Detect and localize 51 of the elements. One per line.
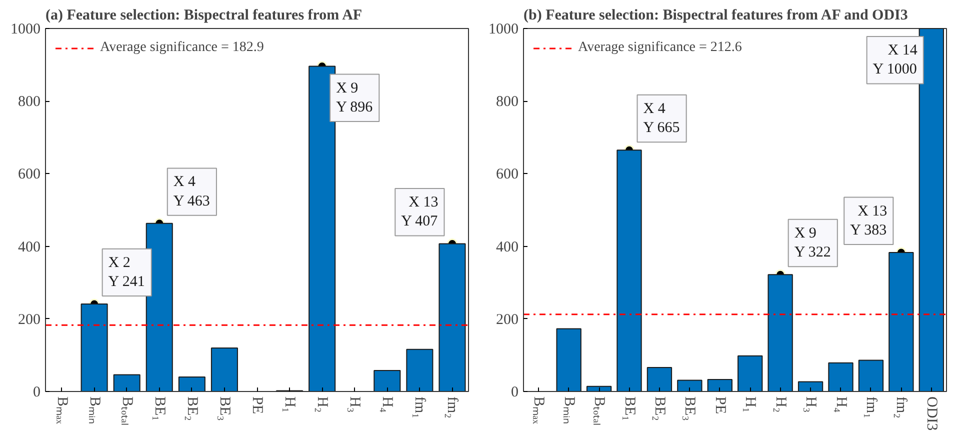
annotation: X 4 Y 665	[643, 100, 680, 136]
x-tick-label: BE₂	[651, 396, 668, 421]
x-tick-label: fm₁	[862, 396, 879, 418]
y-tick-label: 400	[18, 239, 40, 256]
x-tick-label: Bₜₒₜₐₗ	[591, 396, 608, 426]
chart-title: (b) Feature selection: Bispectral features from AF and ODI3	[524, 8, 908, 24]
legend-label: Average significance = 182.9	[100, 40, 264, 56]
x-tick-label: Bₜₒₜₐₗ	[118, 396, 135, 426]
x-tick-label: Bₘₐₓ	[530, 396, 547, 425]
x-tick-label: H₃	[802, 396, 819, 413]
x-tick-label: ODI3	[923, 396, 940, 431]
y-tick-label: 200	[496, 312, 518, 328]
y-tick-label: 0	[33, 384, 40, 400]
x-tick-label: fm₂	[444, 396, 460, 418]
y-tick-label: 800	[496, 94, 518, 110]
annotation: X 9 Y 322	[794, 225, 831, 261]
x-tick-label: H₁	[742, 396, 758, 413]
y-tick-label: 0	[511, 384, 518, 400]
x-tick-label: BE₃	[682, 396, 698, 421]
y-tick-label: 1000	[488, 22, 518, 38]
annotation: X 2 Y 241	[108, 254, 145, 290]
x-tick-label: BE₂	[184, 396, 200, 421]
x-tick-label: H₂	[772, 396, 788, 413]
x-tick-label: fm₁	[412, 396, 428, 418]
x-tick-label: Bₘᵢₙ	[560, 396, 577, 424]
y-tick-label: 400	[496, 239, 518, 256]
x-tick-label: BE₁	[151, 396, 168, 421]
y-tick-label: 800	[18, 94, 40, 110]
legend-label: Average significance = 212.6	[578, 40, 742, 56]
x-tick-label: Bₘₐₓ	[54, 396, 70, 425]
annotation: X 9 Y 896	[336, 80, 374, 116]
x-tick-label: Bₘᵢₙ	[86, 396, 102, 424]
x-tick-label: H₃	[346, 396, 363, 413]
x-tick-label: PE	[712, 396, 728, 414]
annotation: X 4 Y 463	[173, 174, 210, 210]
annotation: X 14 Y 1000	[872, 42, 918, 78]
x-tick-label: BE₃	[216, 396, 232, 421]
x-tick-label: PE	[249, 396, 265, 414]
x-tick-label: H₄	[832, 396, 849, 413]
chart-title: (a) Feature selection: Bispectral features from AF	[46, 8, 362, 24]
annotation: X 13 Y 407	[401, 194, 438, 230]
y-tick-label: 1000	[10, 22, 40, 38]
x-tick-label: BE₁	[621, 396, 638, 421]
x-tick-label: fm₂	[893, 396, 910, 418]
x-tick-label: H₄	[379, 396, 396, 413]
annotation: X 13 Y 383	[850, 203, 888, 238]
y-tick-label: 200	[18, 312, 40, 328]
y-tick-label: 600	[18, 166, 40, 183]
y-tick-label: 600	[496, 166, 518, 183]
x-tick-label: H₁	[282, 396, 298, 413]
x-tick-label: H₂	[314, 396, 330, 413]
